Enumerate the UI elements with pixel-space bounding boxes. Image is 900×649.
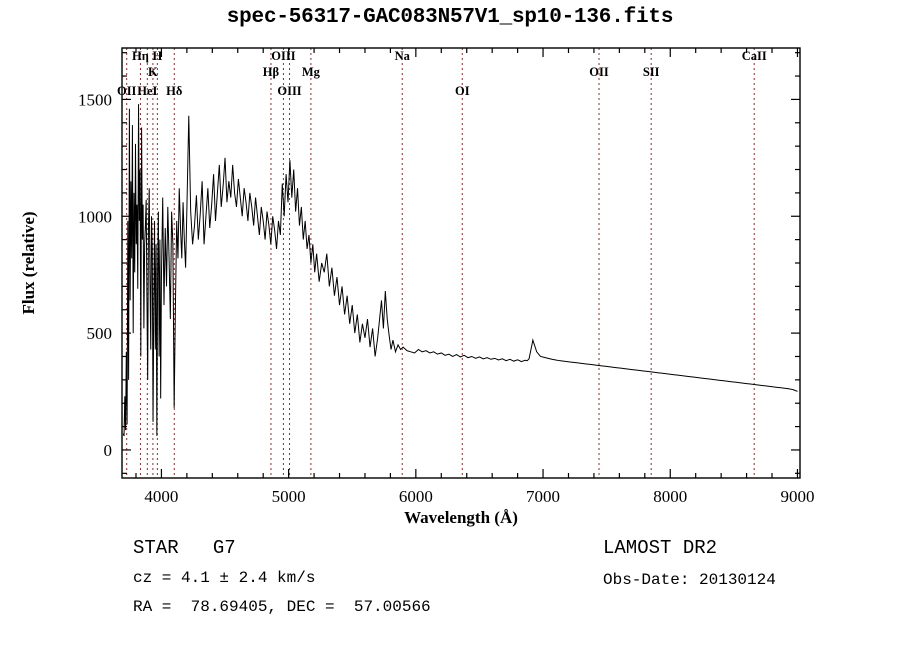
redshift-velocity: cz = 4.1 ± 2.4 km/s	[133, 569, 316, 587]
spectral-line-label: Hβ	[263, 65, 280, 79]
spectral-line-label: Mg	[302, 65, 321, 79]
spectral-line-label: Hδ	[166, 84, 183, 98]
y-tick-label: 1500	[78, 90, 112, 109]
x-tick-label: 5000	[272, 487, 306, 506]
plot-frame	[121, 47, 801, 479]
y-axis-label: Flux (relative)	[19, 211, 38, 314]
spectral-line-label: Hη	[132, 49, 149, 63]
spectral-line-label: CaII	[742, 49, 767, 63]
x-tick-label: 6000	[399, 487, 433, 506]
x-axis-label: Wavelength (Å)	[404, 508, 518, 527]
y-tick-label: 1000	[78, 207, 112, 226]
spectral-line-label: OIII	[271, 49, 295, 63]
spectral-line-label: OIII	[277, 84, 301, 98]
y-axis-ticks: 0 500 1000 1500	[78, 52, 800, 474]
spectral-line-label: OII	[589, 65, 609, 79]
spectral-line-label: OI	[455, 84, 470, 98]
spectrum-plot: 4000 5000 6000 7000 8000 9000 0 500 1000 1500 OI…	[19, 47, 814, 527]
page-title: spec-56317-GAC083N57V1_sp10-136.fits	[226, 6, 674, 29]
x-axis-ticks: 4000 5000 6000 7000 8000 9000	[135, 48, 814, 506]
x-tick-label: 4000	[144, 487, 178, 506]
spectrum-curve-group	[122, 104, 798, 437]
x-tick-label: 8000	[653, 487, 687, 506]
spectral-line-markers	[126, 48, 755, 478]
y-tick-label: 0	[104, 441, 113, 460]
survey-name: LAMOST DR2	[603, 537, 718, 559]
spectral-line-label: OII	[117, 84, 137, 98]
spectral-line-label: Na	[395, 49, 411, 63]
spectrum-curve	[122, 104, 798, 437]
coordinates: RA = 78.69405, DEC = 57.00566	[133, 598, 431, 616]
observation-date: Obs-Date: 20130124	[603, 571, 776, 589]
plot-svg: 4000 5000 6000 7000 8000 9000 0 500 1000 1500 OI…	[19, 47, 814, 527]
spectral-line-label: K	[148, 65, 158, 79]
y-tick-label: 500	[87, 324, 113, 343]
spectral-line-label: HeI	[137, 84, 157, 98]
metadata-panel: STAR G7 cz = 4.1 ± 2.4 km/s RA = 78.6940…	[0, 527, 900, 649]
axes-frame	[121, 47, 801, 479]
x-tick-label: 9000	[780, 487, 814, 506]
spectral-line-label: H	[152, 49, 162, 63]
object-type: STAR G7	[133, 537, 236, 559]
spectral-line-label: SII	[643, 65, 660, 79]
x-tick-label: 7000	[526, 487, 560, 506]
